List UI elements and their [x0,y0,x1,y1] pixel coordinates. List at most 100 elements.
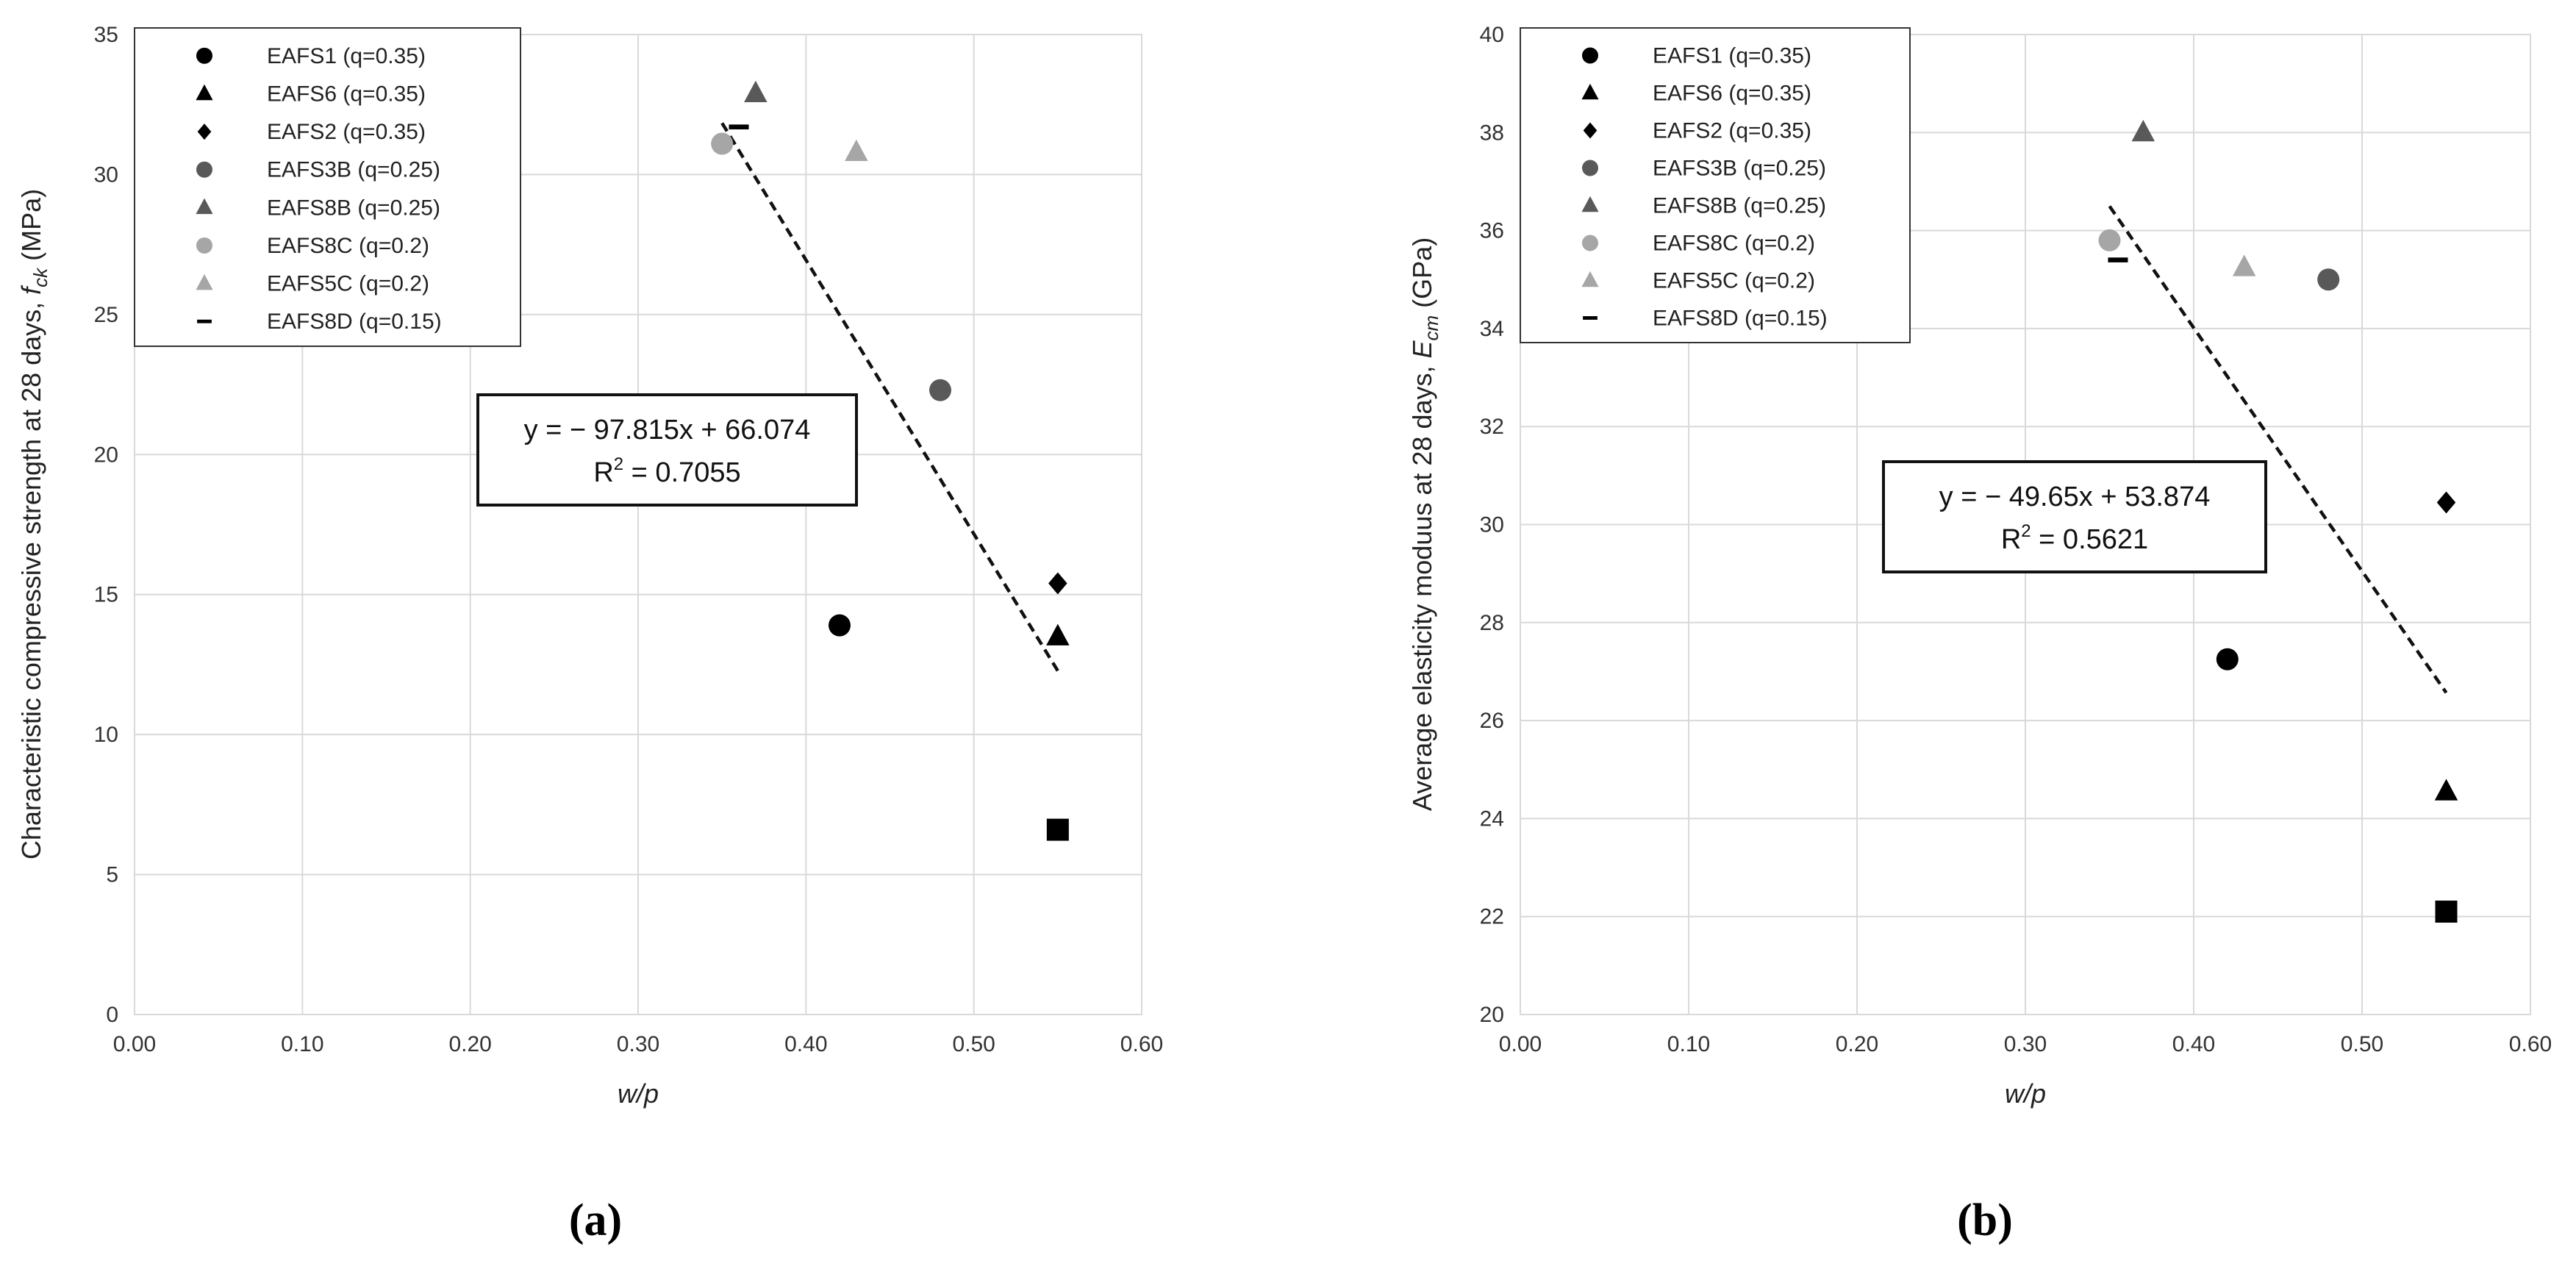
r-squared-label-a: R [593,457,613,488]
y-tick-label-a: 35 [94,23,118,47]
panel-label-b: (b) [1911,1195,2058,1247]
panel-label-b-close: ) [1997,1195,2013,1245]
legend-marker-b-5 [1582,235,1598,251]
legend-marker-a-0 [196,47,212,64]
x-tick-label-b: 0.20 [1836,1032,1878,1056]
r-squared-value-b: = 0.5621 [2031,524,2149,555]
equation-text-b: y = − 49.65x + 53.874 [1939,482,2211,512]
legend-marker-a-3 [196,161,212,178]
data-point-a-0-0 [829,614,851,637]
y-tick-label-a: 15 [94,583,118,607]
y-tick-label-b: 40 [1480,23,1504,47]
y-tick-label-b: 36 [1480,219,1504,243]
legend-marker-b-4 [1581,196,1599,212]
equation-box-a [476,393,858,507]
data-point-b-5-0 [2098,229,2121,251]
y-axis-title-unit-b: (GPa) [1407,237,1437,315]
data-point-b-6-0 [2232,254,2256,276]
equation-box-b [1882,460,2267,573]
y-tick-label-a: 0 [106,1003,118,1027]
legend-marker-b-3 [1582,160,1598,176]
r-squared-text-a: R2 = 0.7055 [593,454,740,488]
y-tick-label-a: 25 [94,303,118,327]
legend-label-b-0: EAFS1 (q=0.35) [1653,44,1811,68]
data-point-b-0-0 [2216,648,2239,670]
y-axis-title-subscript-b: cm [1420,315,1442,341]
equation-text-a: y = − 97.815x + 66.074 [524,415,811,446]
data-point-b-8-0 [2435,901,2458,923]
y-tick-label-a: 5 [106,863,118,887]
data-point-a-8-0 [1046,818,1069,841]
legend-marker-b-1 [1581,83,1599,100]
y-axis-title-a: Characteristic compressive strength at 2… [16,189,51,859]
r-squared-value-a: = 0.7055 [623,457,741,488]
data-point-a-7-0 [729,124,749,129]
legend-label-a-5: EAFS8C (q=0.2) [267,234,429,258]
panel-label-a-open: ( [568,1195,584,1245]
y-axis-title-b: Average elasticity moduus at 28 days, Ec… [1407,237,1442,811]
x-tick-label-b: 0.40 [2172,1032,2215,1056]
r-squared-exponent-b: 2 [2021,521,2031,541]
y-tick-label-b: 24 [1480,806,1504,831]
data-point-b-3-0 [2317,268,2340,291]
legend-marker-a-6 [196,273,213,290]
legend-marker-b-6 [1581,271,1599,287]
y-tick-label-b: 22 [1480,905,1504,929]
y-tick-label-b: 28 [1480,611,1504,635]
legend-marker-a-4 [196,198,213,215]
legend-label-b-4: EAFS8B (q=0.25) [1653,194,1826,218]
legend-b [1520,27,1911,343]
legend-label-a-6: EAFS5C (q=0.2) [267,272,429,296]
x-tick-label-b: 0.00 [1499,1032,1542,1056]
panel-label-b-letter: b [1972,1195,1998,1245]
legend-marker-a-2 [197,124,212,140]
x-tick-label-a: 0.30 [617,1032,659,1056]
data-point-a-2-0 [1048,572,1067,595]
y-axis-title-symbol-b: E [1407,340,1437,359]
legend-label-a-1: EAFS6 (q=0.35) [267,82,426,106]
legend-label-b-7: EAFS8D (q=0.15) [1653,307,1828,331]
legend-label-b-3: EAFS3B (q=0.25) [1653,157,1826,181]
y-tick-label-b: 26 [1480,709,1504,733]
data-point-b-1-0 [2434,779,2458,801]
y-tick-label-b: 20 [1480,1003,1504,1027]
x-tick-label-b: 0.30 [2004,1032,2047,1056]
panel-label-a: (a) [522,1195,669,1247]
y-tick-label-b: 32 [1480,415,1504,439]
legend-marker-a-1 [196,84,213,101]
x-tick-label-a: 0.10 [281,1032,323,1056]
data-point-a-6-0 [845,139,868,161]
data-point-b-7-0 [2108,257,2128,262]
y-tick-label-a: 10 [94,723,118,747]
data-point-a-4-0 [744,80,768,102]
x-tick-label-a: 0.60 [1120,1032,1163,1056]
x-tick-label-a: 0.50 [952,1032,995,1056]
legend-label-a-3: EAFS3B (q=0.25) [267,158,440,182]
trendline-b [2108,205,2448,694]
legend-label-b-2: EAFS2 (q=0.35) [1653,119,1811,143]
r-squared-exponent-a: 2 [614,454,623,474]
y-axis-title-unit-a: (MPa) [16,189,46,268]
legend-label-b-5: EAFS8C (q=0.2) [1653,232,1815,256]
legend-a [134,27,521,347]
x-tick-label-a: 0.00 [113,1032,156,1056]
legend-label-b-1: EAFS6 (q=0.35) [1653,82,1811,106]
y-axis-title-text-a: Characteristic compressive strength at 2… [16,295,46,859]
panel-label-a-letter: a [584,1195,607,1245]
x-tick-label-a: 0.40 [784,1032,827,1056]
chart-b: 0.00 0.10 0.20 0.30 0.40 0.50 0.60 20 22 24 26 28 30… [1407,23,2552,1109]
legend-label-a-2: EAFS2 (q=0.35) [267,120,426,144]
r-squared-text-b: R2 = 0.5621 [2001,521,2148,555]
legend-marker-a-5 [196,237,212,254]
legend-marker-a-7 [197,319,212,323]
r-squared-label-b: R [2001,524,2021,555]
legend-marker-b-2 [1583,122,1598,139]
chart-a: 0.00 0.10 0.20 0.30 0.40 0.50 0.60 0 5 10 15 20 25 30… [16,23,1163,1109]
x-axis-title-a: w/p [618,1078,659,1109]
y-axis-title-subscript-a: ck [29,267,51,287]
legend-label-b-6: EAFS5C (q=0.2) [1653,269,1815,293]
data-point-a-3-0 [929,379,951,401]
legend-label-a-0: EAFS1 (q=0.35) [267,44,426,68]
panel-label-a-close: ) [607,1195,623,1245]
x-tick-label-b: 0.50 [2341,1032,2383,1056]
